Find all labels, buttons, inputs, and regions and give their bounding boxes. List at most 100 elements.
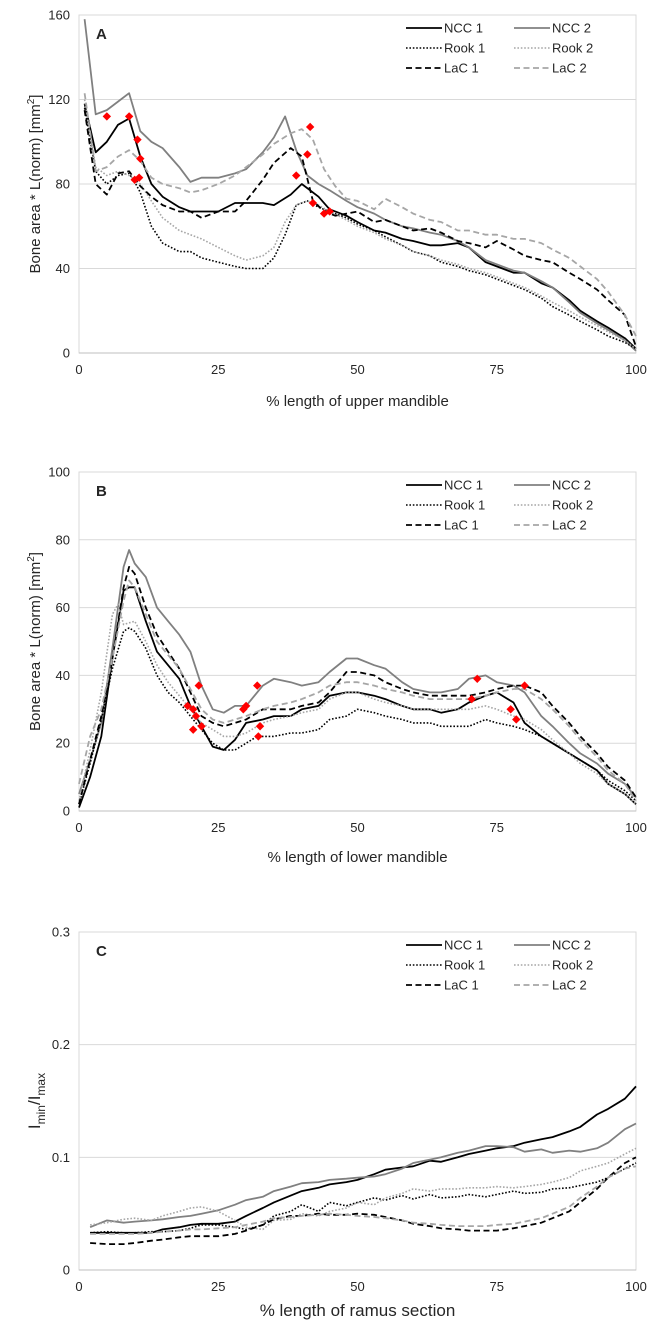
legend-label: Rook 1 [444, 498, 485, 513]
series-line-rook-1 [78, 627, 637, 805]
x-tick-label: 50 [350, 820, 364, 835]
x-tick-label: 25 [211, 1279, 225, 1294]
diamond-marker [473, 674, 482, 683]
diamond-marker [130, 175, 139, 184]
y-tick-label: 100 [48, 465, 70, 480]
diamond-marker [292, 171, 301, 180]
legend-label: LaC 1 [444, 61, 479, 76]
legend-label: NCC 2 [552, 938, 591, 953]
diamond-marker [506, 705, 515, 714]
diamond-marker [241, 701, 251, 711]
diamond-marker [254, 732, 263, 741]
x-axis-title: % length of ramus section [260, 1301, 456, 1320]
y-axis-title-part: I [25, 1124, 44, 1129]
legend-label: Rook 2 [552, 41, 593, 56]
series-line-lac-2 [78, 579, 637, 802]
y-axis-title: Imin/Imax [25, 1073, 48, 1129]
x-tick-label: 0 [75, 820, 82, 835]
y-axis-title-part: 2 [26, 98, 37, 104]
y-axis-title-part: /I [25, 1096, 44, 1105]
y-axis-title-part: Bone area * L(norm) [mm [27, 104, 44, 273]
y-tick-label: 0.2 [52, 1037, 70, 1052]
x-tick-label: 50 [350, 1279, 364, 1294]
x-axis-title: % length of upper mandible [266, 393, 449, 410]
series-line-ncc-2 [83, 19, 637, 352]
diamond-marker [325, 207, 334, 216]
series-line-ncc-1 [90, 1085, 637, 1234]
series-line-ncc-1 [83, 103, 637, 350]
diamond-marker [191, 711, 201, 721]
y-tick-label: 160 [48, 8, 70, 23]
series-line-lac-2 [90, 1165, 637, 1235]
y-tick-label: 120 [48, 92, 70, 107]
x-tick-label: 100 [625, 820, 647, 835]
x-tick-label: 25 [211, 820, 225, 835]
x-tick-label: 25 [211, 362, 225, 377]
y-axis-title-part: ] [27, 552, 44, 556]
chart-panel-b: 0 20 40 60 80 100 0 25 50 75 100 % length of lower … [26, 465, 647, 867]
y-tick-label: 80 [56, 177, 70, 192]
series-line-rook-2 [89, 1147, 637, 1231]
y-axis-title-part: Bone area * L(norm) [mm [27, 562, 44, 731]
series-line-ncc-2 [89, 1122, 637, 1229]
panel-label: C [96, 943, 107, 960]
series-line-lac-1 [78, 566, 637, 805]
legend-label: Rook 1 [444, 41, 485, 56]
x-tick-label: 0 [75, 1279, 82, 1294]
diamond-marker [253, 681, 262, 690]
diamond-marker [303, 150, 312, 159]
diamond-marker [188, 725, 198, 734]
y-axis-title-part: max [34, 1073, 48, 1096]
y-tick-label: 0.3 [52, 925, 70, 940]
y-axis-title-part: 2 [26, 556, 37, 562]
x-tick-label: 50 [350, 362, 364, 377]
y-axis-title-part: ] [27, 95, 44, 99]
diamond-marker [133, 135, 142, 144]
chart-panel-c: 0 0.1 0.2 0.3 0 25 50 75 100 % length of ramus se… [25, 925, 647, 1321]
legend-label: NCC 1 [444, 938, 483, 953]
diamond-marker [512, 715, 521, 724]
diamond-marker [305, 122, 315, 132]
diamond-marker [136, 154, 145, 163]
y-tick-label: 0 [63, 346, 70, 361]
y-tick-label: 60 [56, 600, 70, 615]
x-tick-label: 75 [490, 1279, 504, 1294]
y-axis-title-part: min [34, 1105, 48, 1124]
legend-label: Rook 2 [552, 498, 593, 513]
x-tick-label: 0 [75, 362, 82, 377]
diamond-marker [124, 112, 134, 121]
diamond-marker [520, 681, 529, 690]
y-tick-label: 0 [63, 804, 70, 819]
y-tick-label: 0 [63, 1263, 70, 1278]
diamond-marker [308, 198, 318, 208]
diamond-marker [467, 694, 476, 704]
diamond-marker [194, 681, 203, 690]
series-line-rook-2 [78, 603, 637, 805]
x-tick-label: 100 [625, 1279, 647, 1294]
diamond-marker [102, 112, 112, 121]
series-line-lac-2 [83, 93, 637, 337]
legend-label: Rook 1 [444, 958, 485, 973]
series-line-ncc-2 [78, 549, 637, 798]
series-line-rook-1 [83, 107, 637, 350]
panel-label: B [96, 483, 107, 500]
diamond-marker [197, 722, 206, 731]
panel-label: A [96, 26, 107, 43]
chart-panel-a: 0 40 80 120 160 0 25 50 75 100 % length of upper m… [26, 8, 647, 411]
y-tick-label: 0.1 [52, 1150, 70, 1165]
legend-label: LaC 2 [552, 518, 587, 533]
diamond-marker [183, 701, 192, 711]
diamond-marker [239, 705, 248, 714]
legend-label: LaC 2 [552, 61, 587, 76]
y-tick-label: 80 [56, 532, 70, 547]
legend-label: LaC 2 [552, 978, 587, 993]
legend-label: NCC 2 [552, 478, 591, 493]
x-tick-label: 75 [490, 820, 504, 835]
x-axis-title: % length of lower mandible [267, 849, 447, 866]
y-tick-label: 20 [56, 736, 70, 751]
legend-label: NCC 2 [552, 21, 591, 36]
x-tick-label: 75 [490, 362, 504, 377]
legend-label: LaC 1 [444, 978, 479, 993]
x-tick-label: 100 [625, 362, 647, 377]
